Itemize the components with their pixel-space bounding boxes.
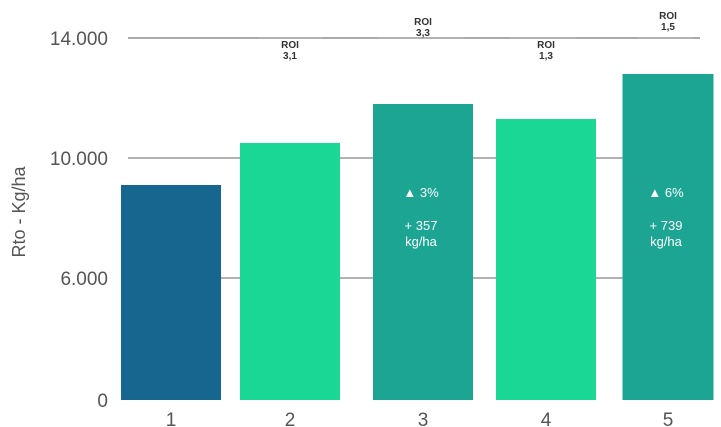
- delta-label: + 357: [405, 218, 438, 233]
- delta-unit-label: kg/ha: [405, 234, 438, 249]
- x-tick-label: 4: [541, 410, 552, 427]
- x-tick-label: 5: [663, 410, 674, 427]
- delta-unit-label: kg/ha: [650, 234, 683, 249]
- roi-value: 3,1: [283, 51, 297, 62]
- y-tick-label: 10.000: [50, 149, 108, 170]
- bar-5: [622, 74, 714, 400]
- roi-value: 1,5: [661, 22, 675, 33]
- bar-4: [496, 119, 596, 400]
- roi-label: ROI: [659, 11, 677, 22]
- roi-label: ROI: [281, 40, 299, 51]
- x-tick-label: 1: [166, 410, 177, 427]
- x-axis-ticks: 1 2 3 4 5: [166, 410, 674, 427]
- y-tick-label: 14.000: [50, 29, 108, 50]
- y-axis-ticks: 0 6.000 10.000 14.000: [50, 29, 108, 412]
- bar-3: [373, 104, 473, 400]
- bar-1: [121, 185, 221, 400]
- pct-increase-label: ▲ 6%: [648, 185, 684, 200]
- roi-label: ROI: [537, 40, 555, 51]
- x-tick-label: 2: [285, 410, 296, 427]
- pct-increase-label: ▲ 3%: [403, 185, 439, 200]
- roi-value: 3,3: [416, 28, 430, 39]
- roi-label: ROI: [414, 17, 432, 28]
- y-tick-label: 0: [97, 391, 108, 412]
- delta-label: + 739: [650, 218, 683, 233]
- roi-value: 1,3: [539, 51, 553, 62]
- x-tick-label: 3: [418, 410, 429, 427]
- y-axis-label: Rto - Kg/ha: [9, 165, 29, 257]
- y-tick-label: 6.000: [60, 269, 108, 290]
- bars: [121, 74, 714, 400]
- bar-2: [240, 143, 340, 400]
